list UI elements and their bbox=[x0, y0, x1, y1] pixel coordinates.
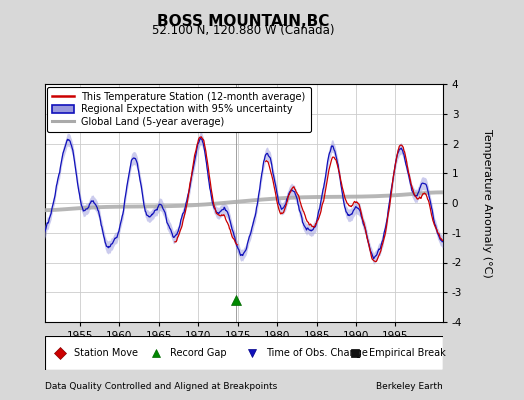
Text: Empirical Break: Empirical Break bbox=[369, 348, 446, 358]
Y-axis label: Temperature Anomaly (°C): Temperature Anomaly (°C) bbox=[482, 129, 492, 277]
Text: Record Gap: Record Gap bbox=[170, 348, 226, 358]
Text: Station Move: Station Move bbox=[74, 348, 138, 358]
Text: Data Quality Controlled and Aligned at Breakpoints: Data Quality Controlled and Aligned at B… bbox=[45, 382, 277, 391]
Text: Berkeley Earth: Berkeley Earth bbox=[376, 382, 443, 391]
FancyBboxPatch shape bbox=[45, 336, 443, 370]
Legend: This Temperature Station (12-month average), Regional Expectation with 95% uncer: This Temperature Station (12-month avera… bbox=[48, 87, 311, 132]
Text: Time of Obs. Change: Time of Obs. Change bbox=[266, 348, 367, 358]
Text: 52.100 N, 120.880 W (Canada): 52.100 N, 120.880 W (Canada) bbox=[152, 24, 335, 37]
Text: BOSS MOUNTAIN,BC: BOSS MOUNTAIN,BC bbox=[158, 14, 330, 29]
